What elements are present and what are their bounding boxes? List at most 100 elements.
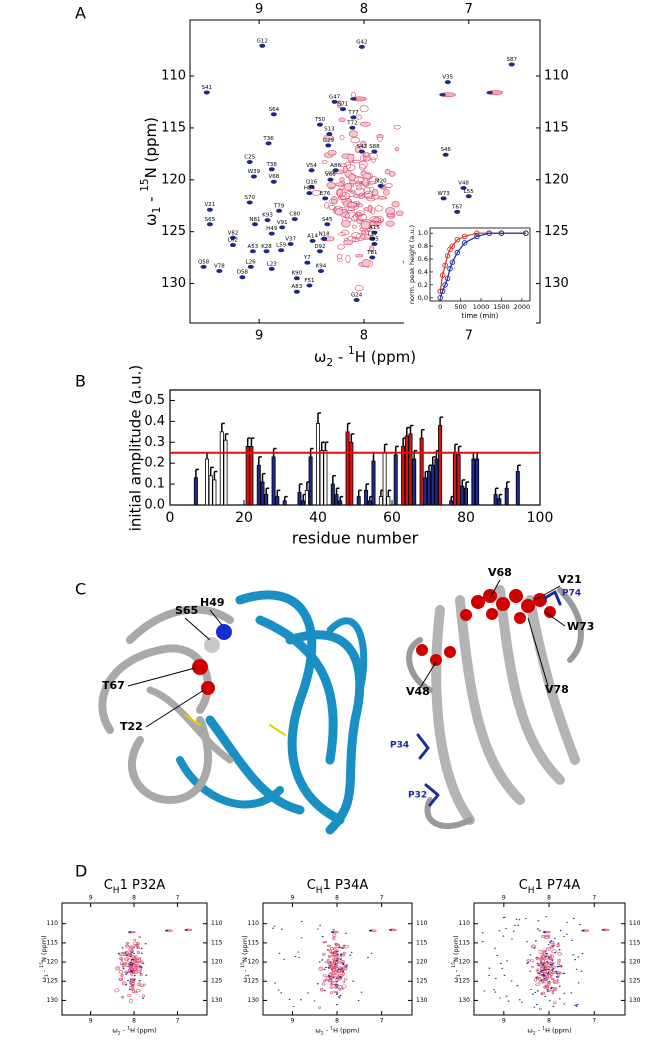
y-tick-label: 0.4 (144, 414, 165, 429)
contour (558, 949, 561, 951)
peak (265, 141, 272, 146)
y-tick-label: 110 (416, 920, 428, 927)
peak-label: N18 (319, 231, 331, 237)
contour (339, 958, 342, 960)
label-part: ω (112, 1027, 117, 1035)
contour (543, 966, 546, 968)
contour (346, 209, 355, 214)
peak-label: A15 (369, 225, 380, 231)
contour (341, 962, 344, 964)
contour (342, 951, 347, 954)
peak-label: V82 (228, 230, 239, 236)
bar (330, 483, 335, 506)
contour (336, 983, 339, 986)
ribbon (127, 716, 213, 804)
contour (358, 160, 368, 169)
peak-label: K28 (261, 244, 272, 250)
contour (336, 957, 339, 960)
contour (344, 944, 349, 949)
peak-label: V35 (442, 75, 453, 81)
contour (128, 931, 132, 933)
label-part: 1 (456, 974, 462, 977)
label-part: C (104, 878, 113, 893)
bar (419, 437, 424, 506)
contour (344, 212, 350, 220)
contour (536, 958, 541, 961)
contour (563, 1003, 566, 1005)
contour (554, 937, 556, 939)
contour (324, 202, 330, 209)
x-axis-label: ω2 - 1H (ppm) (314, 345, 416, 369)
contour (328, 976, 331, 978)
contour (547, 959, 553, 963)
contour (556, 943, 560, 948)
peak (331, 99, 338, 104)
y-tick-label: 130 (161, 276, 186, 291)
contour (126, 972, 129, 974)
y-tick-label: 0.3 (144, 435, 165, 450)
peak (206, 222, 213, 227)
sphere (430, 654, 442, 666)
contour (541, 974, 544, 976)
contour (138, 979, 141, 982)
contour (396, 210, 404, 217)
contour (325, 941, 328, 943)
bar (504, 487, 509, 506)
contour (518, 919, 521, 921)
contour (122, 968, 125, 970)
contour (536, 928, 539, 930)
contour (524, 917, 527, 920)
contour (125, 984, 128, 986)
contour (537, 964, 540, 967)
peak-label: I95 (370, 236, 379, 242)
contour (313, 1000, 316, 1002)
series-point (437, 295, 443, 301)
contour (139, 972, 142, 975)
contour (575, 1004, 578, 1006)
series-point (486, 230, 492, 236)
x-tick-label: 8 (360, 2, 368, 17)
bar (401, 446, 406, 506)
peak-label: Q16 (306, 179, 318, 185)
peak (349, 125, 356, 130)
peak-label: D92 (314, 244, 325, 250)
contour (544, 968, 547, 971)
peak-label: C80 (289, 212, 300, 218)
contour (125, 963, 130, 967)
contour (553, 1001, 557, 1004)
contour (342, 166, 348, 174)
peak (203, 90, 210, 95)
peak (249, 249, 256, 254)
contour (494, 947, 496, 949)
contour (526, 959, 531, 962)
bar (497, 498, 502, 506)
peak (268, 266, 275, 271)
x-tick-label: 7 (465, 329, 473, 344)
structure-label: P32 (408, 791, 427, 801)
contour (332, 936, 336, 941)
series-point (474, 233, 480, 240)
peak-label: C25 (244, 155, 255, 161)
contour (357, 999, 360, 1002)
bar (249, 446, 254, 506)
contour (335, 1004, 338, 1006)
structure-label: V48 (406, 685, 430, 698)
contour (389, 929, 393, 931)
bar (386, 496, 391, 506)
contour (133, 941, 139, 946)
contours (311, 90, 504, 292)
contour (354, 145, 361, 153)
contour (321, 982, 326, 986)
contour (339, 954, 342, 956)
y-tick-label: 130 (211, 997, 223, 1004)
peak (350, 115, 357, 120)
contours (114, 928, 193, 1003)
contour (334, 984, 337, 986)
contour (371, 189, 379, 196)
peak-label: K90 (292, 271, 303, 277)
contour (540, 959, 546, 963)
contour (366, 195, 376, 202)
x-tick-label: 9 (502, 1018, 506, 1025)
peak (246, 160, 253, 165)
peak-label: A86 (330, 163, 341, 169)
